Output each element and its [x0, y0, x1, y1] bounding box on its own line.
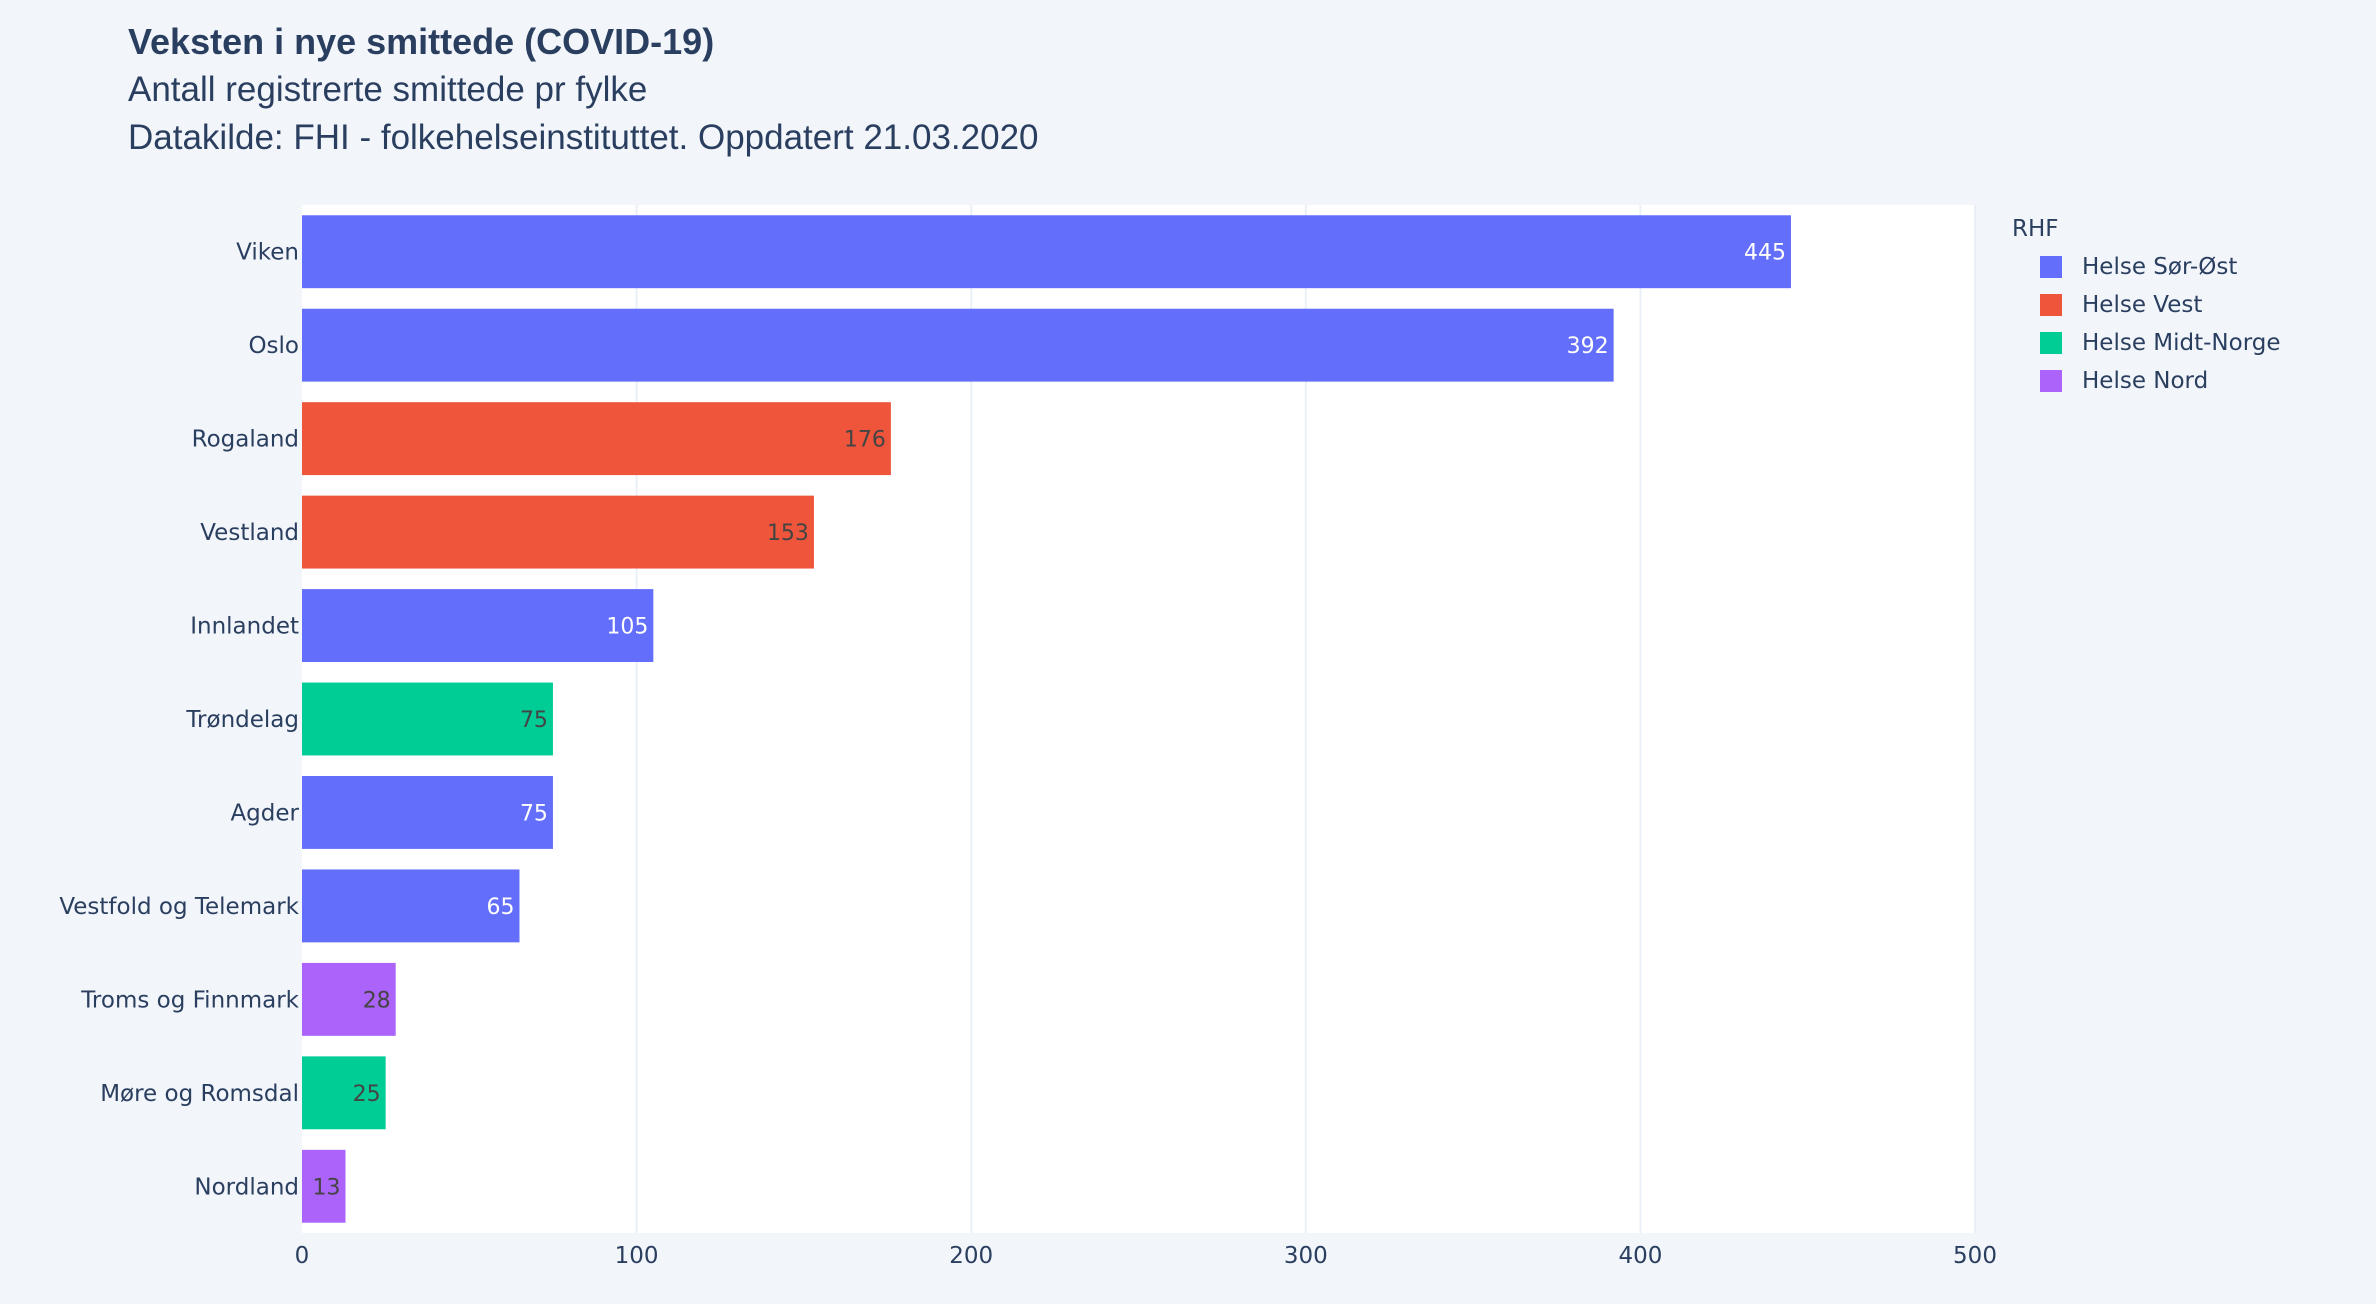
chart-title: Veksten i nye smittede (COVID-19): [128, 21, 715, 62]
category-label: Nordland: [194, 1174, 299, 1200]
x-tick-label: 400: [1618, 1243, 1662, 1269]
bar[interactable]: [302, 402, 891, 476]
legend-item-helse-sor-ost[interactable]: Helse Sør-Øst: [2012, 248, 2352, 286]
x-axis-ticks: 0 100 200 300 400 500: [295, 1243, 1997, 1269]
bar[interactable]: [302, 215, 1791, 289]
legend-label: Helse Midt-Norge: [2082, 330, 2281, 356]
bar[interactable]: [302, 962, 396, 1036]
x-tick-label: 0: [295, 1243, 310, 1269]
bar[interactable]: [302, 869, 520, 943]
category-label: Vestfold og Telemark: [59, 894, 299, 920]
bar[interactable]: [302, 308, 1614, 382]
legend-label: Helse Nord: [2082, 368, 2209, 394]
category-label: Trøndelag: [185, 707, 299, 733]
category-label: Viken: [236, 240, 299, 266]
bar-value-label: 176: [844, 428, 886, 453]
legend-swatch: [2040, 332, 2062, 354]
legend-item-helse-nord[interactable]: Helse Nord: [2012, 362, 2352, 400]
x-tick-label: 200: [949, 1243, 993, 1269]
bar-value-label: 65: [486, 895, 514, 920]
legend-item-helse-midt-norge[interactable]: Helse Midt-Norge: [2012, 324, 2352, 362]
legend-swatch: [2040, 256, 2062, 278]
bar[interactable]: [302, 495, 814, 569]
legend-title: RHF: [2012, 216, 2059, 242]
bar-value-label: 28: [363, 988, 391, 1013]
bar-value-label: 445: [1744, 241, 1786, 266]
chart-title-block: Veksten i nye smittede (COVID-19) Antall…: [128, 18, 2228, 162]
bar[interactable]: [302, 682, 553, 756]
legend-swatch: [2040, 294, 2062, 316]
x-tick-label: 100: [615, 1243, 659, 1269]
bars: 445 392 176 153 105 75 75 65 28 25 13: [302, 215, 1791, 1223]
legend-item-helse-vest[interactable]: Helse Vest: [2012, 286, 2352, 324]
x-tick-label: 500: [1953, 1243, 1997, 1269]
legend: RHF Helse Sør-Øst Helse Vest Helse Midt-…: [2012, 210, 2352, 400]
category-labels: Viken Oslo Rogaland Vestland Innlandet Trønde…: [59, 240, 299, 1201]
legend-label: Helse Vest: [2082, 292, 2203, 318]
category-label: Møre og Romsdal: [100, 1081, 299, 1107]
chart-source: Datakilde: FHI - folkehelseinstituttet. …: [128, 118, 1039, 157]
category-label: Oslo: [248, 333, 299, 359]
category-label: Vestland: [200, 520, 299, 546]
category-label: Troms og Finnmark: [80, 987, 299, 1013]
bar[interactable]: [302, 589, 654, 662]
bar-value-label: 75: [520, 708, 548, 733]
legend-label: Helse Sør-Øst: [2082, 254, 2238, 280]
category-label: Innlandet: [190, 614, 299, 640]
category-label: Rogaland: [192, 427, 299, 453]
bar-value-label: 392: [1567, 334, 1609, 359]
category-label: Agder: [230, 800, 299, 826]
bar-value-label: 13: [312, 1175, 340, 1200]
bar[interactable]: [302, 776, 553, 849]
bar[interactable]: [302, 1056, 386, 1130]
bar-value-label: 153: [767, 521, 809, 546]
bar-value-label: 75: [520, 801, 548, 826]
bar-value-label: 25: [353, 1082, 381, 1107]
bar[interactable]: [302, 1149, 346, 1223]
legend-swatch: [2040, 370, 2062, 392]
x-tick-label: 300: [1284, 1243, 1328, 1269]
bar-value-label: 105: [606, 615, 648, 640]
chart-subtitle: Antall registrerte smittede pr fylke: [128, 70, 648, 109]
